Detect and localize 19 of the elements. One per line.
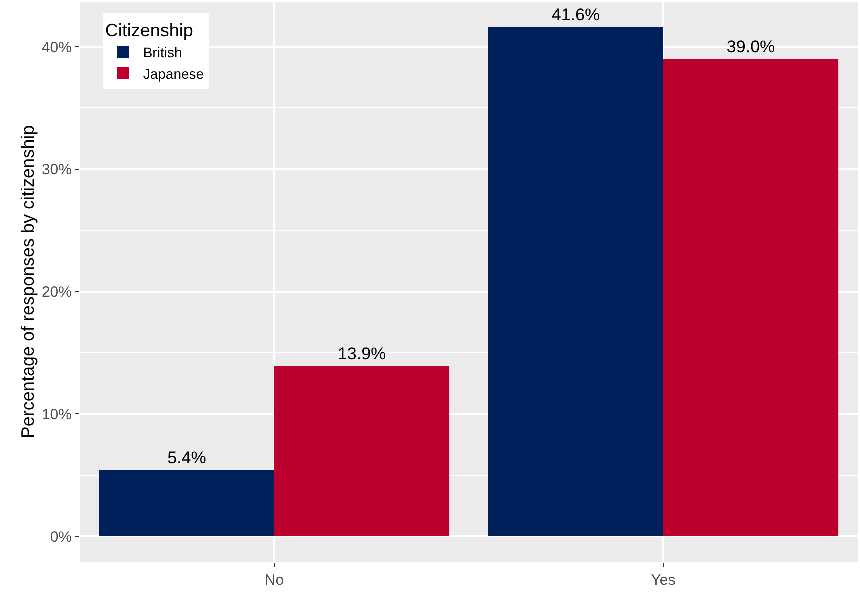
data-label: 13.9%: [338, 344, 386, 364]
bar: [99, 470, 274, 537]
y-axis-title: Percentage of responses by citizenship: [18, 125, 38, 439]
x-tick-label: No: [264, 572, 284, 589]
data-label: 39.0%: [726, 37, 776, 56]
bar: [664, 59, 839, 537]
legend-label: British: [143, 44, 182, 61]
legend-label: Japanese: [143, 66, 204, 82]
y-tick-label: 10%: [42, 406, 72, 424]
bar: [488, 27, 664, 537]
data-label: 41.6%: [552, 5, 600, 24]
legend-title: Citizenship: [105, 20, 194, 41]
y-tick-label: 20%: [42, 284, 72, 302]
data-label: 5.4%: [168, 448, 206, 468]
bar: [274, 366, 450, 537]
y-tick-label: 0%: [50, 528, 72, 546]
x-tick-label: Yes: [651, 572, 676, 589]
y-tick-label: 40%: [42, 39, 72, 56]
y-tick-label: 30%: [42, 162, 72, 179]
